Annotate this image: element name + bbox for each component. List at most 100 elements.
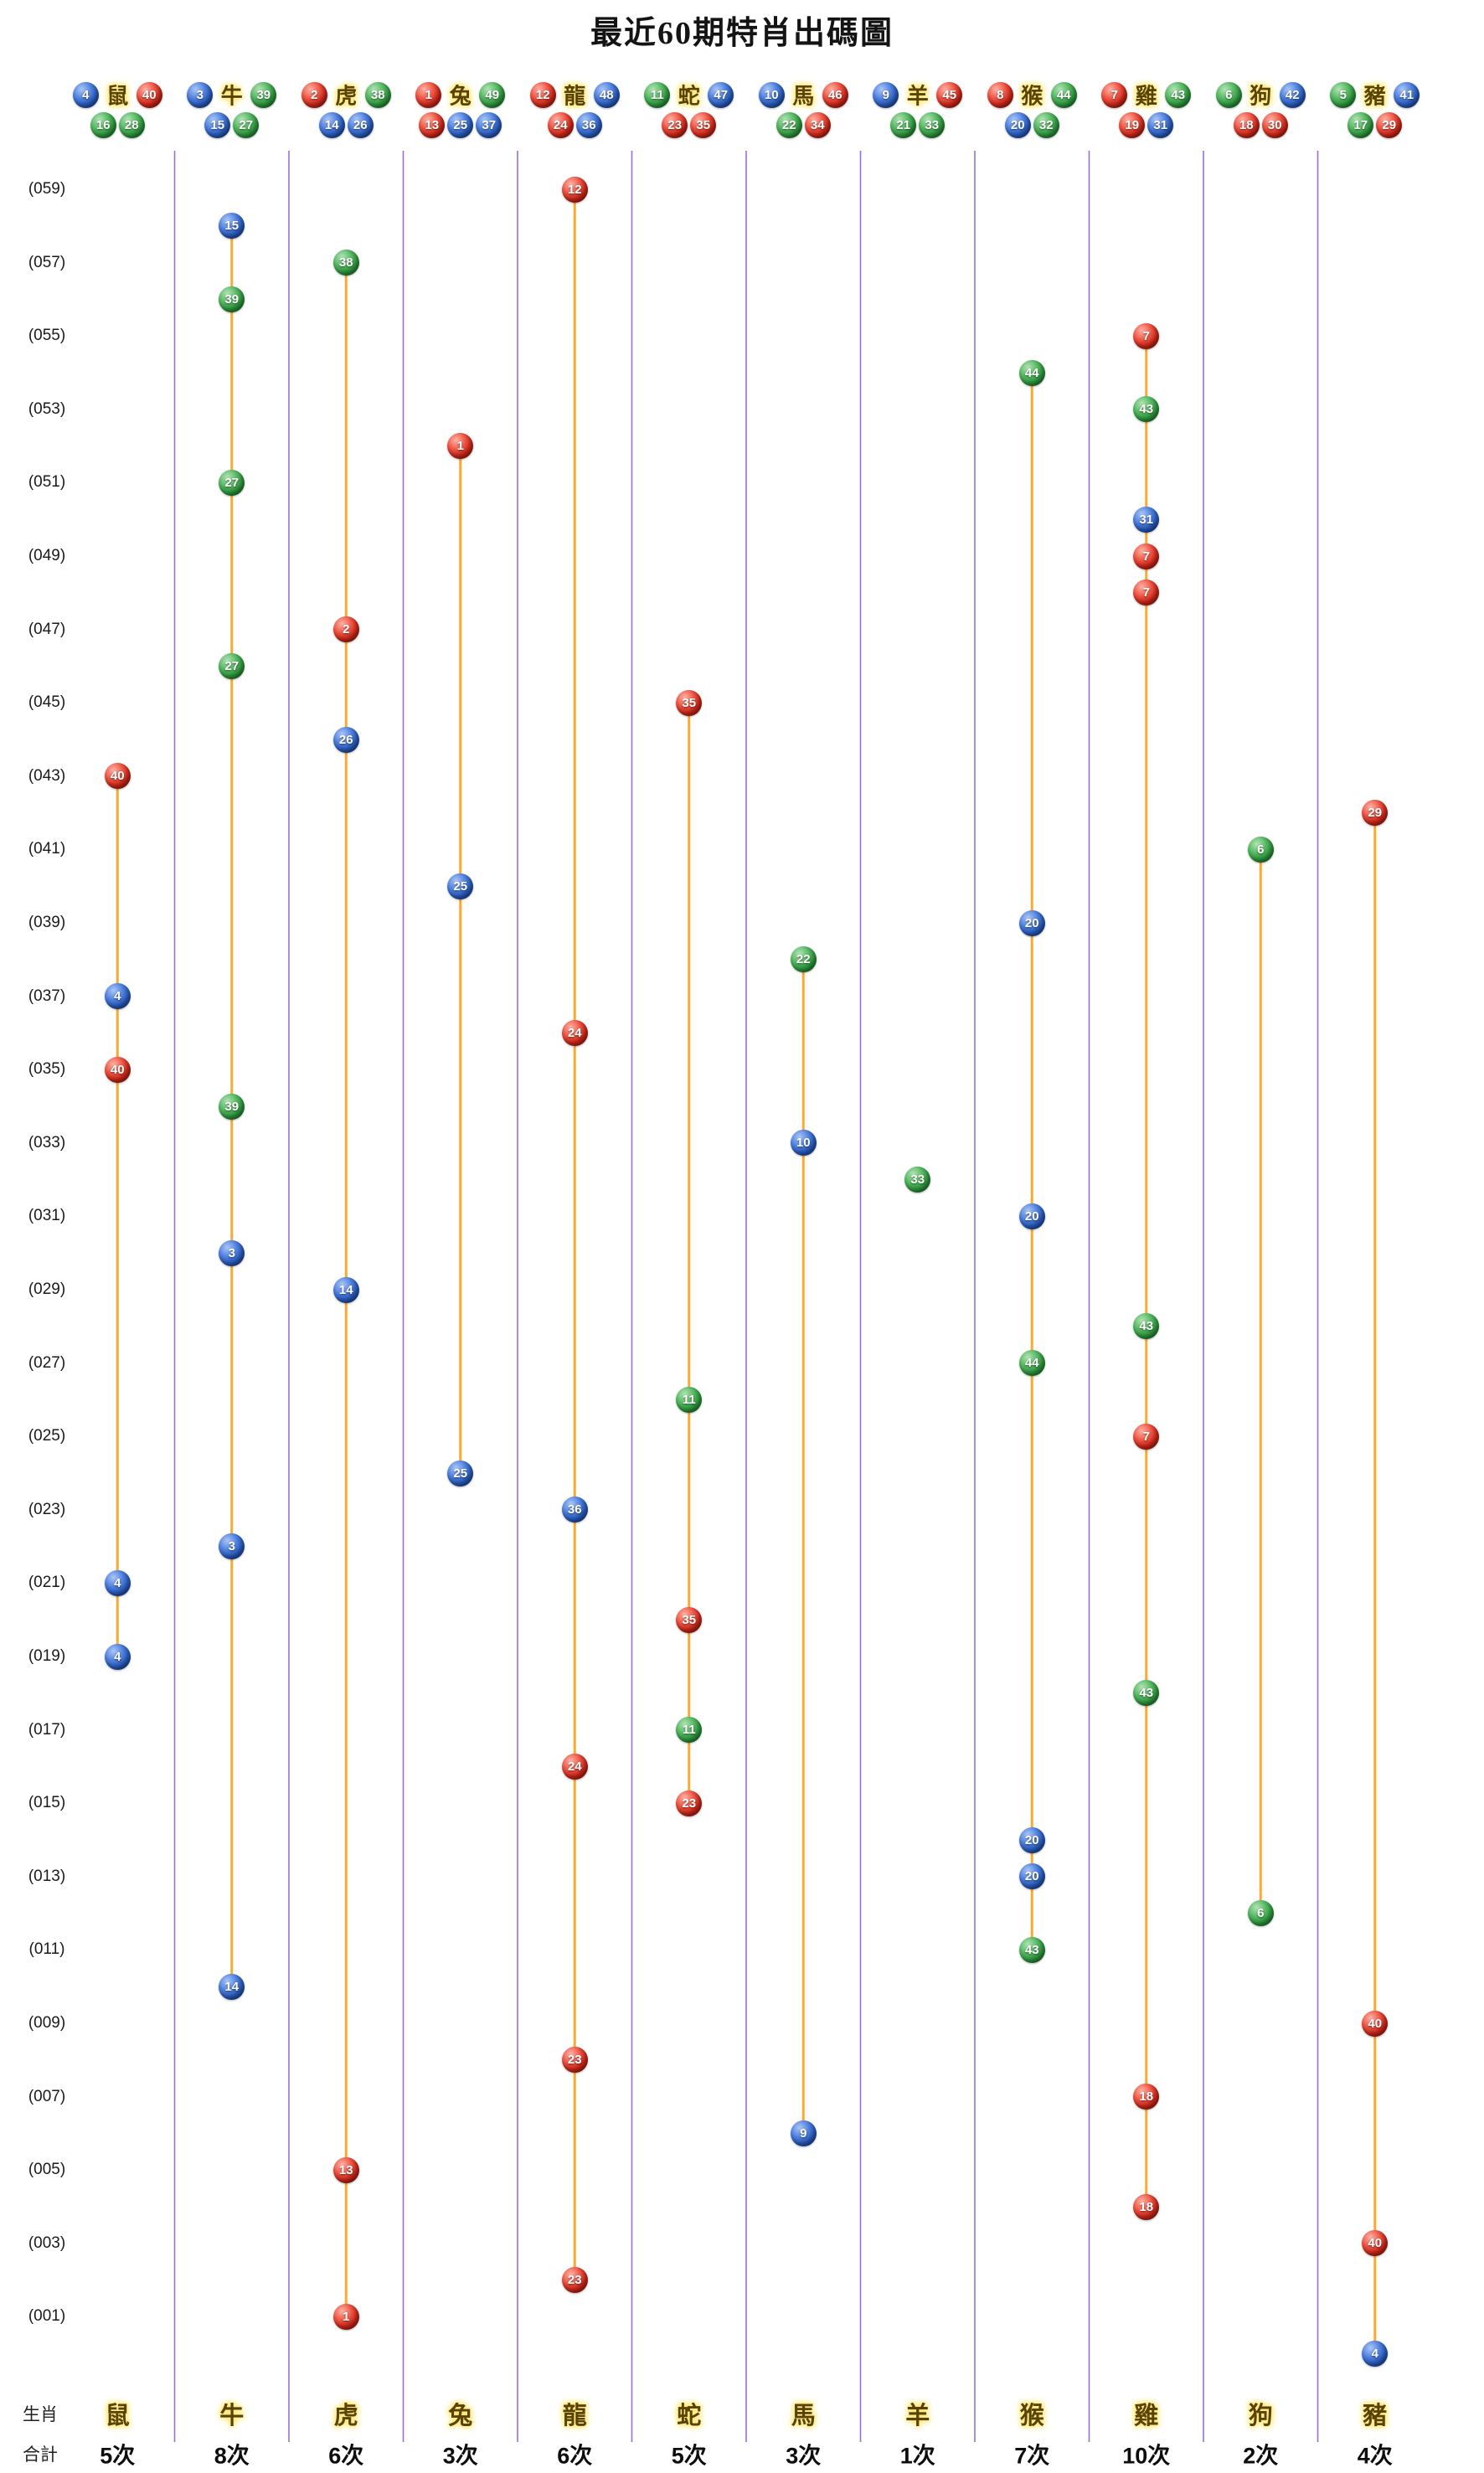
zodiac-total-count: 1次 (899, 2443, 935, 2469)
period-row-label: (019) (28, 1647, 66, 1665)
lottery-ball: 38 (364, 81, 391, 108)
lottery-ball: 24 (547, 111, 574, 138)
period-row-label: (007) (28, 2087, 66, 2105)
zodiac-total-count: 2次 (1243, 2443, 1279, 2469)
period-row-label: (029) (28, 1280, 66, 1298)
lottery-ball: 14 (219, 1973, 245, 2000)
lottery-ball: 20 (1018, 1863, 1045, 1890)
zodiac-header-name: 蛇 (678, 83, 700, 109)
lottery-ball: 24 (561, 1019, 588, 1046)
lottery-ball: 46 (822, 81, 848, 108)
period-row-label: (043) (28, 766, 66, 785)
row-caption-zodiac: 生肖 (23, 2405, 58, 2424)
zodiac-header-name: 雞 (1135, 83, 1157, 109)
lottery-ball: 4 (104, 983, 131, 1010)
lottery-ball: 43 (1133, 396, 1160, 423)
lottery-ball: 12 (561, 176, 588, 203)
footer-zodiac-name: 豬 (1363, 2403, 1388, 2429)
page-title: 最近60期特肖出碼圖 (590, 16, 894, 51)
lottery-ball: 39 (219, 1093, 245, 1120)
period-row-label: (045) (28, 693, 66, 712)
lottery-ball: 3 (219, 1533, 245, 1560)
period-row-label: (003) (28, 2233, 66, 2252)
lottery-ball: 35 (676, 689, 703, 716)
lottery-ball: 21 (890, 111, 917, 138)
lottery-ball: 4 (72, 81, 99, 108)
period-row-label: (011) (28, 1940, 65, 1959)
lottery-ball: 9 (873, 81, 899, 108)
lottery-ball: 11 (644, 81, 671, 108)
period-row-label: (025) (28, 1427, 66, 1445)
zodiac-total-count: 10次 (1122, 2443, 1171, 2469)
lottery-ball: 47 (708, 81, 734, 108)
lottery-ball: 13 (419, 111, 446, 138)
lottery-ball: 1 (447, 433, 474, 460)
lottery-ball: 27 (233, 111, 260, 138)
lottery-ball: 45 (936, 81, 963, 108)
zodiac-total-count: 8次 (214, 2443, 250, 2469)
lottery-ball: 37 (476, 111, 502, 138)
period-row-label: (021) (28, 1574, 66, 1592)
lottery-ball: 40 (104, 1056, 131, 1083)
lottery-ball: 28 (118, 111, 145, 138)
lottery-ball: 13 (332, 2156, 359, 2183)
lottery-ball: 15 (219, 213, 245, 240)
lottery-ball: 23 (676, 1790, 703, 1816)
period-row-label: (023) (28, 1500, 66, 1518)
lottery-ball: 39 (250, 81, 277, 108)
period-row-label: (041) (28, 840, 66, 858)
lottery-ball: 18 (1233, 111, 1260, 138)
lottery-ball: 22 (775, 111, 802, 138)
period-row-label: (005) (28, 2161, 66, 2179)
lottery-ball: 43 (1133, 1680, 1160, 1707)
zodiac-header-name: 狗 (1250, 83, 1272, 109)
lottery-ball: 36 (561, 1497, 588, 1523)
period-row-label: (037) (28, 987, 66, 1005)
lottery-ball: 14 (332, 1276, 359, 1303)
lottery-ball: 40 (1362, 2010, 1389, 2037)
lottery-ball: 44 (1050, 81, 1077, 108)
lottery-ball: 16 (90, 111, 116, 138)
footer-zodiac-name: 蛇 (677, 2403, 702, 2429)
lottery-ball: 7 (1133, 580, 1160, 606)
period-row-label: (047) (28, 620, 66, 638)
period-row-label: (033) (28, 1133, 66, 1151)
lottery-ball: 3 (187, 81, 214, 108)
lottery-ball: 29 (1376, 111, 1403, 138)
lottery-ball: 2 (301, 81, 327, 108)
lottery-ball: 9 (790, 2120, 817, 2146)
period-row-label: (051) (28, 473, 66, 492)
lottery-ball: 6 (1247, 1900, 1274, 1927)
footer-zodiac-name: 馬 (791, 2403, 816, 2429)
period-row-label: (039) (28, 914, 66, 931)
footer-zodiac-name: 兔 (448, 2403, 473, 2429)
lottery-ball: 27 (219, 469, 245, 496)
lottery-ball: 15 (204, 111, 231, 138)
zodiac-header-name: 牛 (220, 83, 243, 109)
lottery-ball: 29 (1362, 800, 1389, 827)
lottery-ball: 30 (1261, 111, 1288, 138)
period-row-label: (055) (28, 327, 66, 345)
period-row-label: (013) (28, 1867, 66, 1885)
footer-zodiac-name: 猴 (1019, 2403, 1044, 2429)
lottery-ball: 33 (919, 111, 946, 138)
lottery-ball: 34 (804, 111, 831, 138)
zodiac-total-count: 4次 (1357, 2443, 1393, 2469)
zodiac-total-count: 6次 (557, 2443, 593, 2469)
period-row-label: (009) (28, 2014, 66, 2032)
zodiac-total-count: 3次 (442, 2443, 478, 2469)
zodiac-total-count: 3次 (786, 2443, 822, 2469)
lottery-ball: 25 (447, 111, 474, 138)
lottery-ball: 43 (1018, 1936, 1045, 1963)
lottery-ball: 4 (104, 1643, 131, 1670)
footer-zodiac-name: 狗 (1248, 2403, 1273, 2429)
zodiac-header-name: 羊 (906, 83, 929, 109)
lottery-ball: 4 (104, 1569, 131, 1596)
period-row-label: (057) (28, 253, 66, 271)
lottery-ball: 26 (347, 111, 374, 138)
zodiac-header-name: 豬 (1363, 83, 1386, 109)
lottery-ball: 36 (575, 111, 602, 138)
lottery-ball: 41 (1394, 81, 1420, 108)
